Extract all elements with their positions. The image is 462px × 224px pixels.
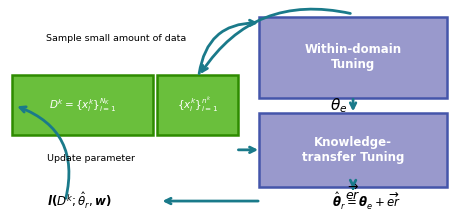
FancyBboxPatch shape — [157, 75, 238, 135]
Text: Knowledge-
transfer Tuning: Knowledge- transfer Tuning — [302, 136, 404, 164]
FancyBboxPatch shape — [259, 113, 448, 187]
FancyBboxPatch shape — [12, 75, 153, 135]
Text: $\{x_i^k\}_{i=1}^{n^k}$: $\{x_i^k\}_{i=1}^{n^k}$ — [177, 96, 218, 114]
Text: $D^k = \{x_i^k\}_{i=1}^{N_K}$: $D^k = \{x_i^k\}_{i=1}^{N_K}$ — [49, 97, 116, 114]
Text: $\boldsymbol{l(D^k;\hat{\theta}_r, w)}$: $\boldsymbol{l(D^k;\hat{\theta}_r, w)}$ — [47, 191, 111, 211]
Text: $\hat{\boldsymbol{\theta}}_r = \boldsymbol{\theta}_e + \overrightarrow{er}$: $\hat{\boldsymbol{\theta}}_r = \boldsymb… — [332, 190, 401, 212]
Text: $\overrightarrow{er}$: $\overrightarrow{er}$ — [345, 184, 361, 203]
FancyBboxPatch shape — [259, 17, 448, 97]
Text: $\boldsymbol{\theta_e}$: $\boldsymbol{\theta_e}$ — [330, 96, 347, 115]
Text: Within-domain
Tuning: Within-domain Tuning — [304, 43, 401, 71]
Text: Sample small amount of data: Sample small amount of data — [46, 34, 186, 43]
Text: Update parameter: Update parameter — [47, 154, 134, 163]
